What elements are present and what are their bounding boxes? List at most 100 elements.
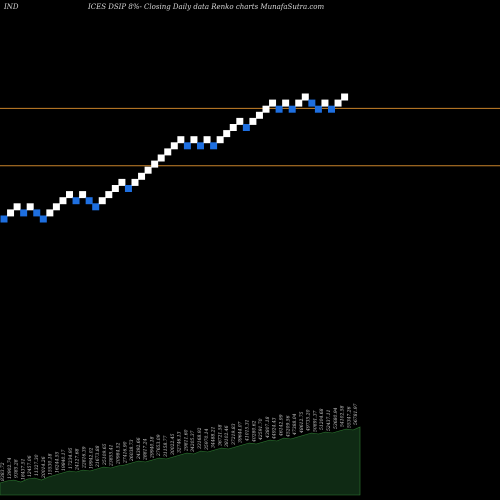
brick-25-up: [157, 154, 165, 162]
chart-title-right: ICES DSIP 8%- Closing Daily data Renko c…: [88, 3, 325, 11]
brick-53-up: [341, 93, 349, 101]
volume-label: 49735.20: [306, 409, 312, 432]
volume-label: 29811.60: [183, 429, 189, 452]
brick-18-up: [111, 185, 119, 192]
brick-43-down: [275, 105, 283, 113]
volume-label: 33168.92: [197, 427, 203, 449]
volume-label: 36721.58: [217, 424, 223, 446]
volume-label: 47388.04: [292, 413, 298, 436]
brick-17-up: [105, 191, 113, 199]
brick-20-down: [124, 185, 132, 192]
brick-33-down: [210, 142, 218, 150]
volume-label: 18437.51: [20, 459, 26, 480]
brick-49-down: [314, 105, 322, 113]
brick-38-down: [242, 124, 250, 131]
volume-label: 29940.18: [149, 436, 155, 459]
brick-23-up: [144, 166, 152, 174]
volume-label: 35970.14: [204, 428, 210, 450]
brick-22-up: [138, 172, 146, 180]
brick-40-up: [255, 111, 263, 119]
brick-39-up: [249, 117, 257, 125]
brick-52-up: [334, 99, 342, 107]
chart-title-left: IND: [4, 3, 19, 11]
brick-6-down: [33, 209, 41, 217]
brick-30-up: [190, 136, 198, 144]
brick-14-down: [85, 197, 93, 205]
volume-label: 51204.68: [319, 408, 325, 430]
volume-label: 55347.26: [346, 406, 352, 428]
brick-29-down: [183, 142, 191, 150]
volume-label: 44924.43: [272, 417, 278, 440]
volume-label: 27653.09: [156, 434, 162, 457]
volume-label: 19942.02: [88, 447, 94, 469]
brick-15-down: [92, 203, 100, 211]
volume-label: 39644.07: [238, 421, 244, 443]
volume-label: 43807.18: [265, 416, 271, 439]
volume-label: 21673.88: [95, 445, 101, 468]
volume-label: 22816.39: [82, 446, 88, 469]
brick-46-up: [295, 99, 303, 107]
brick-51-down: [328, 105, 335, 113]
brick-44-up: [282, 99, 290, 107]
volume-label: 24127.68: [75, 448, 81, 471]
volume-label: 27416.90: [122, 441, 128, 464]
brick-4-down: [20, 209, 28, 217]
volume-label: 23855.41: [109, 445, 115, 467]
brick-7-down: [39, 215, 47, 223]
brick-11-up: [66, 191, 73, 199]
volume-labels: 8383.72 13902.74 9385.28 18437.51 12457.06 11…: [0, 403, 359, 481]
brick-5-up: [26, 203, 34, 211]
volume-label: 20984.52: [115, 442, 121, 465]
volume-label: 25109.65: [102, 443, 108, 466]
volume-area-fill: [0, 426, 361, 496]
volume-label: 15530.18: [48, 453, 54, 475]
volume-label: 9385.28: [14, 459, 20, 478]
volume-label: 28817.24: [143, 438, 149, 461]
brick-27-up: [170, 142, 178, 150]
renko-bricks: [0, 93, 349, 223]
volume-label: 46142.99: [278, 414, 284, 437]
volume-label: 11327.30: [34, 454, 40, 476]
brick-26-up: [164, 148, 172, 156]
volume-label: 19840.17: [61, 449, 67, 471]
brick-19-up: [118, 178, 126, 186]
volume-label: 53680.94: [333, 407, 339, 429]
brick-1-down: [0, 215, 8, 223]
brick-10-up: [59, 197, 67, 205]
volume-label: 31158.77: [163, 435, 169, 457]
brick-2-up: [7, 209, 15, 217]
brick-12-down: [72, 197, 80, 205]
brick-31-down: [197, 142, 204, 150]
brick-47-up: [301, 93, 309, 101]
brick-32-up: [203, 136, 211, 144]
volume-label: 8383.72: [0, 462, 6, 481]
brick-48-down: [308, 99, 316, 107]
brick-50-up: [321, 99, 329, 107]
brick-3-up: [13, 203, 21, 211]
volume-label: 24392.66: [136, 437, 142, 460]
brick-9-up: [52, 203, 60, 211]
volume-label: 40280.62: [251, 420, 257, 443]
volume-label: 50891.37: [312, 410, 318, 432]
brick-37-up: [236, 117, 244, 125]
brick-8-up: [46, 209, 54, 217]
brick-42-up: [269, 99, 277, 107]
volume-label: 32746.13: [177, 431, 183, 453]
volume-label: 30022.45: [170, 433, 176, 455]
volume-label: 26038.73: [129, 439, 135, 462]
volume-label: 52437.11: [326, 410, 332, 431]
volume-label: 34488.21: [211, 427, 217, 448]
volume-label: 16244.55: [54, 451, 60, 473]
brick-13-up: [79, 191, 87, 199]
brick-16-up: [98, 197, 106, 205]
brick-36-up: [229, 124, 237, 131]
volume-label: 56781.97: [353, 403, 359, 425]
volume-label: 38102.46: [224, 425, 230, 447]
volume-label: 54102.58: [340, 405, 346, 427]
brick-21-up: [131, 178, 139, 186]
volume-label: 48612.75: [299, 411, 305, 434]
volume-label: 37219.83: [231, 423, 237, 445]
volume-label: 12457.06: [27, 455, 33, 477]
brick-41-up: [262, 105, 270, 113]
